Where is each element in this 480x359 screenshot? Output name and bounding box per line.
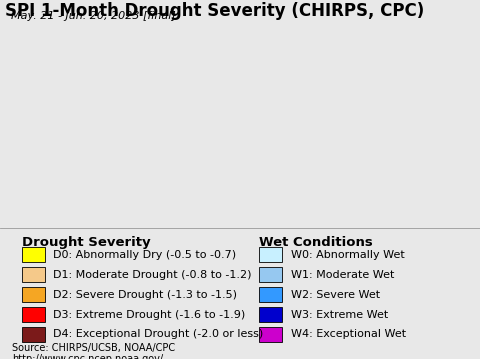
Bar <box>259 247 282 262</box>
Bar <box>22 287 45 302</box>
Text: Source: CHIRPS/UCSB, NOAA/CPC: Source: CHIRPS/UCSB, NOAA/CPC <box>12 343 175 353</box>
Bar <box>22 247 45 262</box>
Text: W2: Severe Wet: W2: Severe Wet <box>291 290 380 300</box>
Text: Wet Conditions: Wet Conditions <box>259 236 373 249</box>
Bar <box>259 287 282 302</box>
Bar <box>22 307 45 322</box>
Text: D3: Extreme Drought (-1.6 to -1.9): D3: Extreme Drought (-1.6 to -1.9) <box>53 309 246 320</box>
Text: D0: Abnormally Dry (-0.5 to -0.7): D0: Abnormally Dry (-0.5 to -0.7) <box>53 250 237 260</box>
Bar <box>259 327 282 342</box>
Text: May. 21 - Jun. 20, 2023 [final]: May. 21 - Jun. 20, 2023 [final] <box>11 11 175 21</box>
Text: W1: Moderate Wet: W1: Moderate Wet <box>291 270 394 280</box>
Text: http://www.cpc.ncep.noaa.gov/: http://www.cpc.ncep.noaa.gov/ <box>12 354 163 359</box>
Bar <box>22 327 45 342</box>
Text: Drought Severity: Drought Severity <box>22 236 150 249</box>
Text: SPI 1-Month Drought Severity (CHIRPS, CPC): SPI 1-Month Drought Severity (CHIRPS, CP… <box>5 2 424 20</box>
Text: W4: Exceptional Wet: W4: Exceptional Wet <box>291 330 406 340</box>
Bar <box>259 267 282 282</box>
Text: W0: Abnormally Wet: W0: Abnormally Wet <box>291 250 405 260</box>
Bar <box>259 307 282 322</box>
Bar <box>22 267 45 282</box>
Text: D2: Severe Drought (-1.3 to -1.5): D2: Severe Drought (-1.3 to -1.5) <box>53 290 237 300</box>
Text: D4: Exceptional Drought (-2.0 or less): D4: Exceptional Drought (-2.0 or less) <box>53 330 264 340</box>
Text: D1: Moderate Drought (-0.8 to -1.2): D1: Moderate Drought (-0.8 to -1.2) <box>53 270 252 280</box>
Text: W3: Extreme Wet: W3: Extreme Wet <box>291 309 388 320</box>
